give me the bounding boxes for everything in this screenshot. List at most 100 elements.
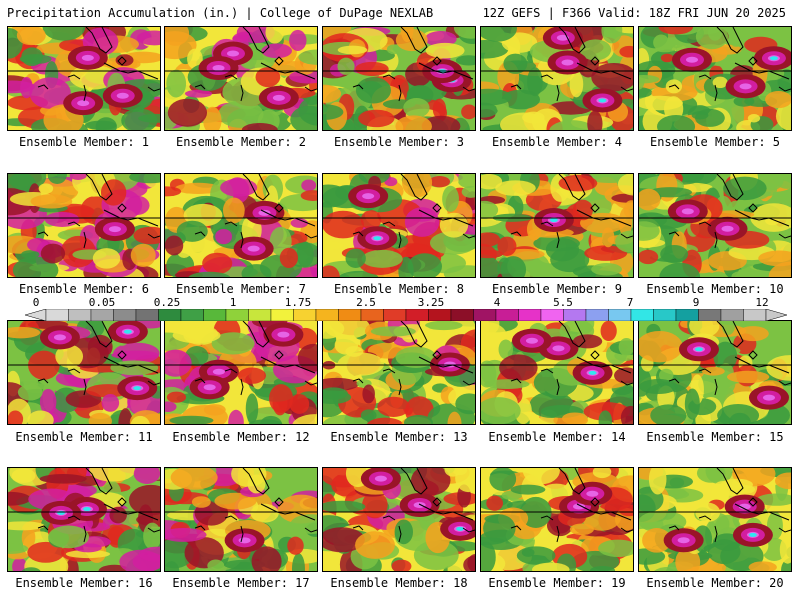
precip-field-18: [323, 468, 475, 571]
colorbar-segment: [270, 309, 294, 321]
colorbar-segment: [428, 309, 452, 321]
colorbar-segment: [675, 309, 699, 321]
colorbar-segment: [90, 309, 114, 321]
precip-field-16: [8, 468, 160, 571]
colorbar-segment: [180, 309, 204, 321]
colorbar-segment: [315, 309, 339, 321]
coastline-outline: [352, 321, 475, 396]
ensemble-panel-20: [638, 467, 792, 572]
colorbar-tick-label: 2.5: [356, 296, 376, 309]
coastline-outline: [352, 468, 475, 543]
precip-field-2: [165, 27, 317, 130]
ensemble-panel-19: [480, 467, 634, 572]
ensemble-member-label: Ensemble Member: 5: [649, 135, 781, 149]
ensemble-panel-6: [7, 173, 161, 278]
ensemble-member-label: Ensemble Member: 13: [330, 430, 468, 444]
colorbar-segment: [608, 309, 632, 321]
colorbar-segment: [473, 309, 497, 321]
coastline-outline: [194, 27, 317, 102]
coastline-outline: [37, 468, 160, 543]
ensemble-panel-1: [7, 26, 161, 131]
coastline-outline: [37, 321, 160, 396]
ensemble-member-label: Ensemble Member: 6: [18, 282, 150, 296]
colorbar-tick-label: 0.05: [88, 296, 116, 309]
precip-field-1: [8, 27, 160, 130]
precip-field-14: [481, 321, 633, 424]
precip-field-15: [639, 321, 791, 424]
colorbar-tick-label: 1.75: [284, 296, 312, 309]
ensemble-member-label: Ensemble Member: 10: [646, 282, 784, 296]
ensemble-member-label: Ensemble Member: 16: [15, 576, 153, 590]
colorbar-segment: [383, 309, 407, 321]
colorbar-segment: [405, 309, 429, 321]
colorbar-segment: [698, 309, 722, 321]
colorbar-left-arrow: [25, 309, 47, 321]
colorbar-segment: [585, 309, 609, 321]
ensemble-member-label: Ensemble Member: 1: [18, 135, 150, 149]
ensemble-member-label: Ensemble Member: 17: [172, 576, 310, 590]
precip-field-8: [323, 174, 475, 277]
precip-field-13: [323, 321, 475, 424]
colorbar-tick-label: 3.25: [417, 296, 445, 309]
precipitation-colorbar: [25, 309, 787, 321]
colorbar-segment: [293, 309, 317, 321]
colorbar-segment: [68, 309, 92, 321]
precip-field-20: [639, 468, 791, 571]
colorbar-segment: [540, 309, 564, 321]
coastline-outline: [194, 174, 317, 249]
ensemble-panel-16: [7, 467, 161, 572]
map-title: Precipitation Accumulation (in.) | Colle…: [7, 6, 434, 20]
ensemble-member-label: Ensemble Member: 12: [172, 430, 310, 444]
precip-field-11: [8, 321, 160, 424]
colorbar-tick-label: 4: [493, 296, 501, 309]
coastline-outline: [668, 321, 791, 396]
precip-field-5: [639, 27, 791, 130]
coastline-outline: [668, 174, 791, 249]
coastline-outline: [668, 468, 791, 543]
precip-field-7: [165, 174, 317, 277]
colorbar-right-arrow: [765, 309, 787, 321]
precip-field-12: [165, 321, 317, 424]
colorbar-segment: [158, 309, 182, 321]
ensemble-member-label: Ensemble Member: 4: [491, 135, 623, 149]
colorbar-segment: [113, 309, 137, 321]
colorbar-segment: [248, 309, 272, 321]
precip-field-17: [165, 468, 317, 571]
colorbar-segment: [203, 309, 227, 321]
colorbar-tick-label: 0: [32, 296, 40, 309]
colorbar-segment: [338, 309, 362, 321]
coastline-outline: [510, 174, 633, 249]
ensemble-panel-9: [480, 173, 634, 278]
ensemble-panel-8: [322, 173, 476, 278]
ensemble-member-label: Ensemble Member: 15: [646, 430, 784, 444]
ensemble-panel-18: [322, 467, 476, 572]
precip-field-10: [639, 174, 791, 277]
colorbar-segment: [450, 309, 474, 321]
colorbar-segment: [743, 309, 767, 321]
ensemble-panel-15: [638, 320, 792, 425]
ensemble-panel-3: [322, 26, 476, 131]
ensemble-panel-2: [164, 26, 318, 131]
coastline-outline: [37, 174, 160, 249]
ensemble-member-label: Ensemble Member: 20: [646, 576, 784, 590]
colorbar-tick-label: 12: [755, 296, 769, 309]
precip-field-6: [8, 174, 160, 277]
coastline-outline: [510, 321, 633, 396]
precip-field-9: [481, 174, 633, 277]
coastline-outline: [194, 468, 317, 543]
ensemble-member-label: Ensemble Member: 18: [330, 576, 468, 590]
ensemble-panel-17: [164, 467, 318, 572]
ensemble-member-label: Ensemble Member: 19: [488, 576, 626, 590]
colorbar-tick-label: 5.5: [553, 296, 573, 309]
ensemble-panel-11: [7, 320, 161, 425]
colorbar-tick-label: 9: [692, 296, 700, 309]
model-valid-time: 12Z GEFS | F366 Valid: 18Z FRI JUN 20 20…: [482, 6, 786, 20]
colorbar-tick-label: 1: [229, 296, 237, 309]
ensemble-panel-14: [480, 320, 634, 425]
colorbar-segment: [563, 309, 587, 321]
colorbar-segment: [653, 309, 677, 321]
ensemble-member-label: Ensemble Member: 8: [333, 282, 465, 296]
ensemble-member-label: Ensemble Member: 2: [175, 135, 307, 149]
colorbar-segment: [630, 309, 654, 321]
coastline-outline: [194, 321, 317, 396]
